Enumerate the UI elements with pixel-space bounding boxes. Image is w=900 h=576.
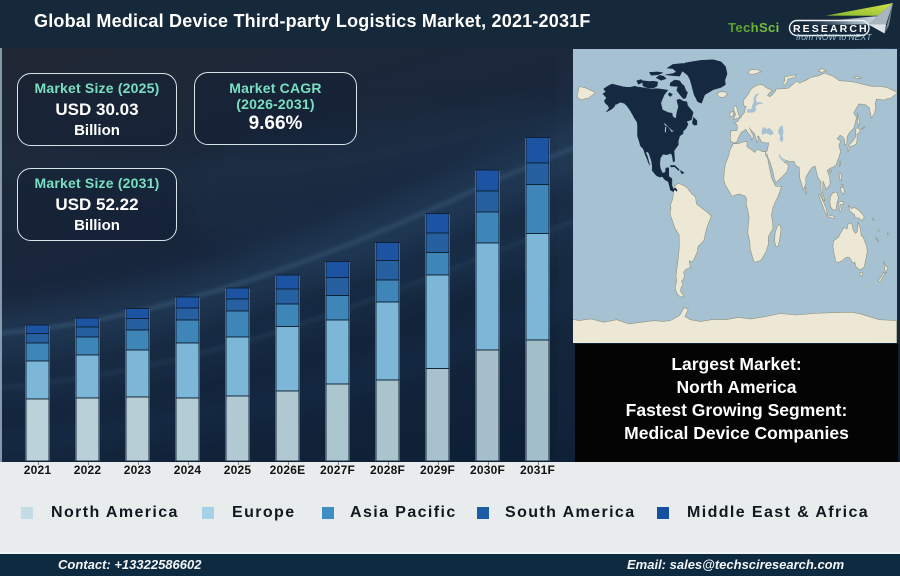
svg-text:RESEARCH: RESEARCH — [793, 23, 869, 35]
svg-text:TechSci: TechSci — [728, 20, 780, 35]
svg-text:from NOW to NEXT: from NOW to NEXT — [796, 32, 872, 42]
